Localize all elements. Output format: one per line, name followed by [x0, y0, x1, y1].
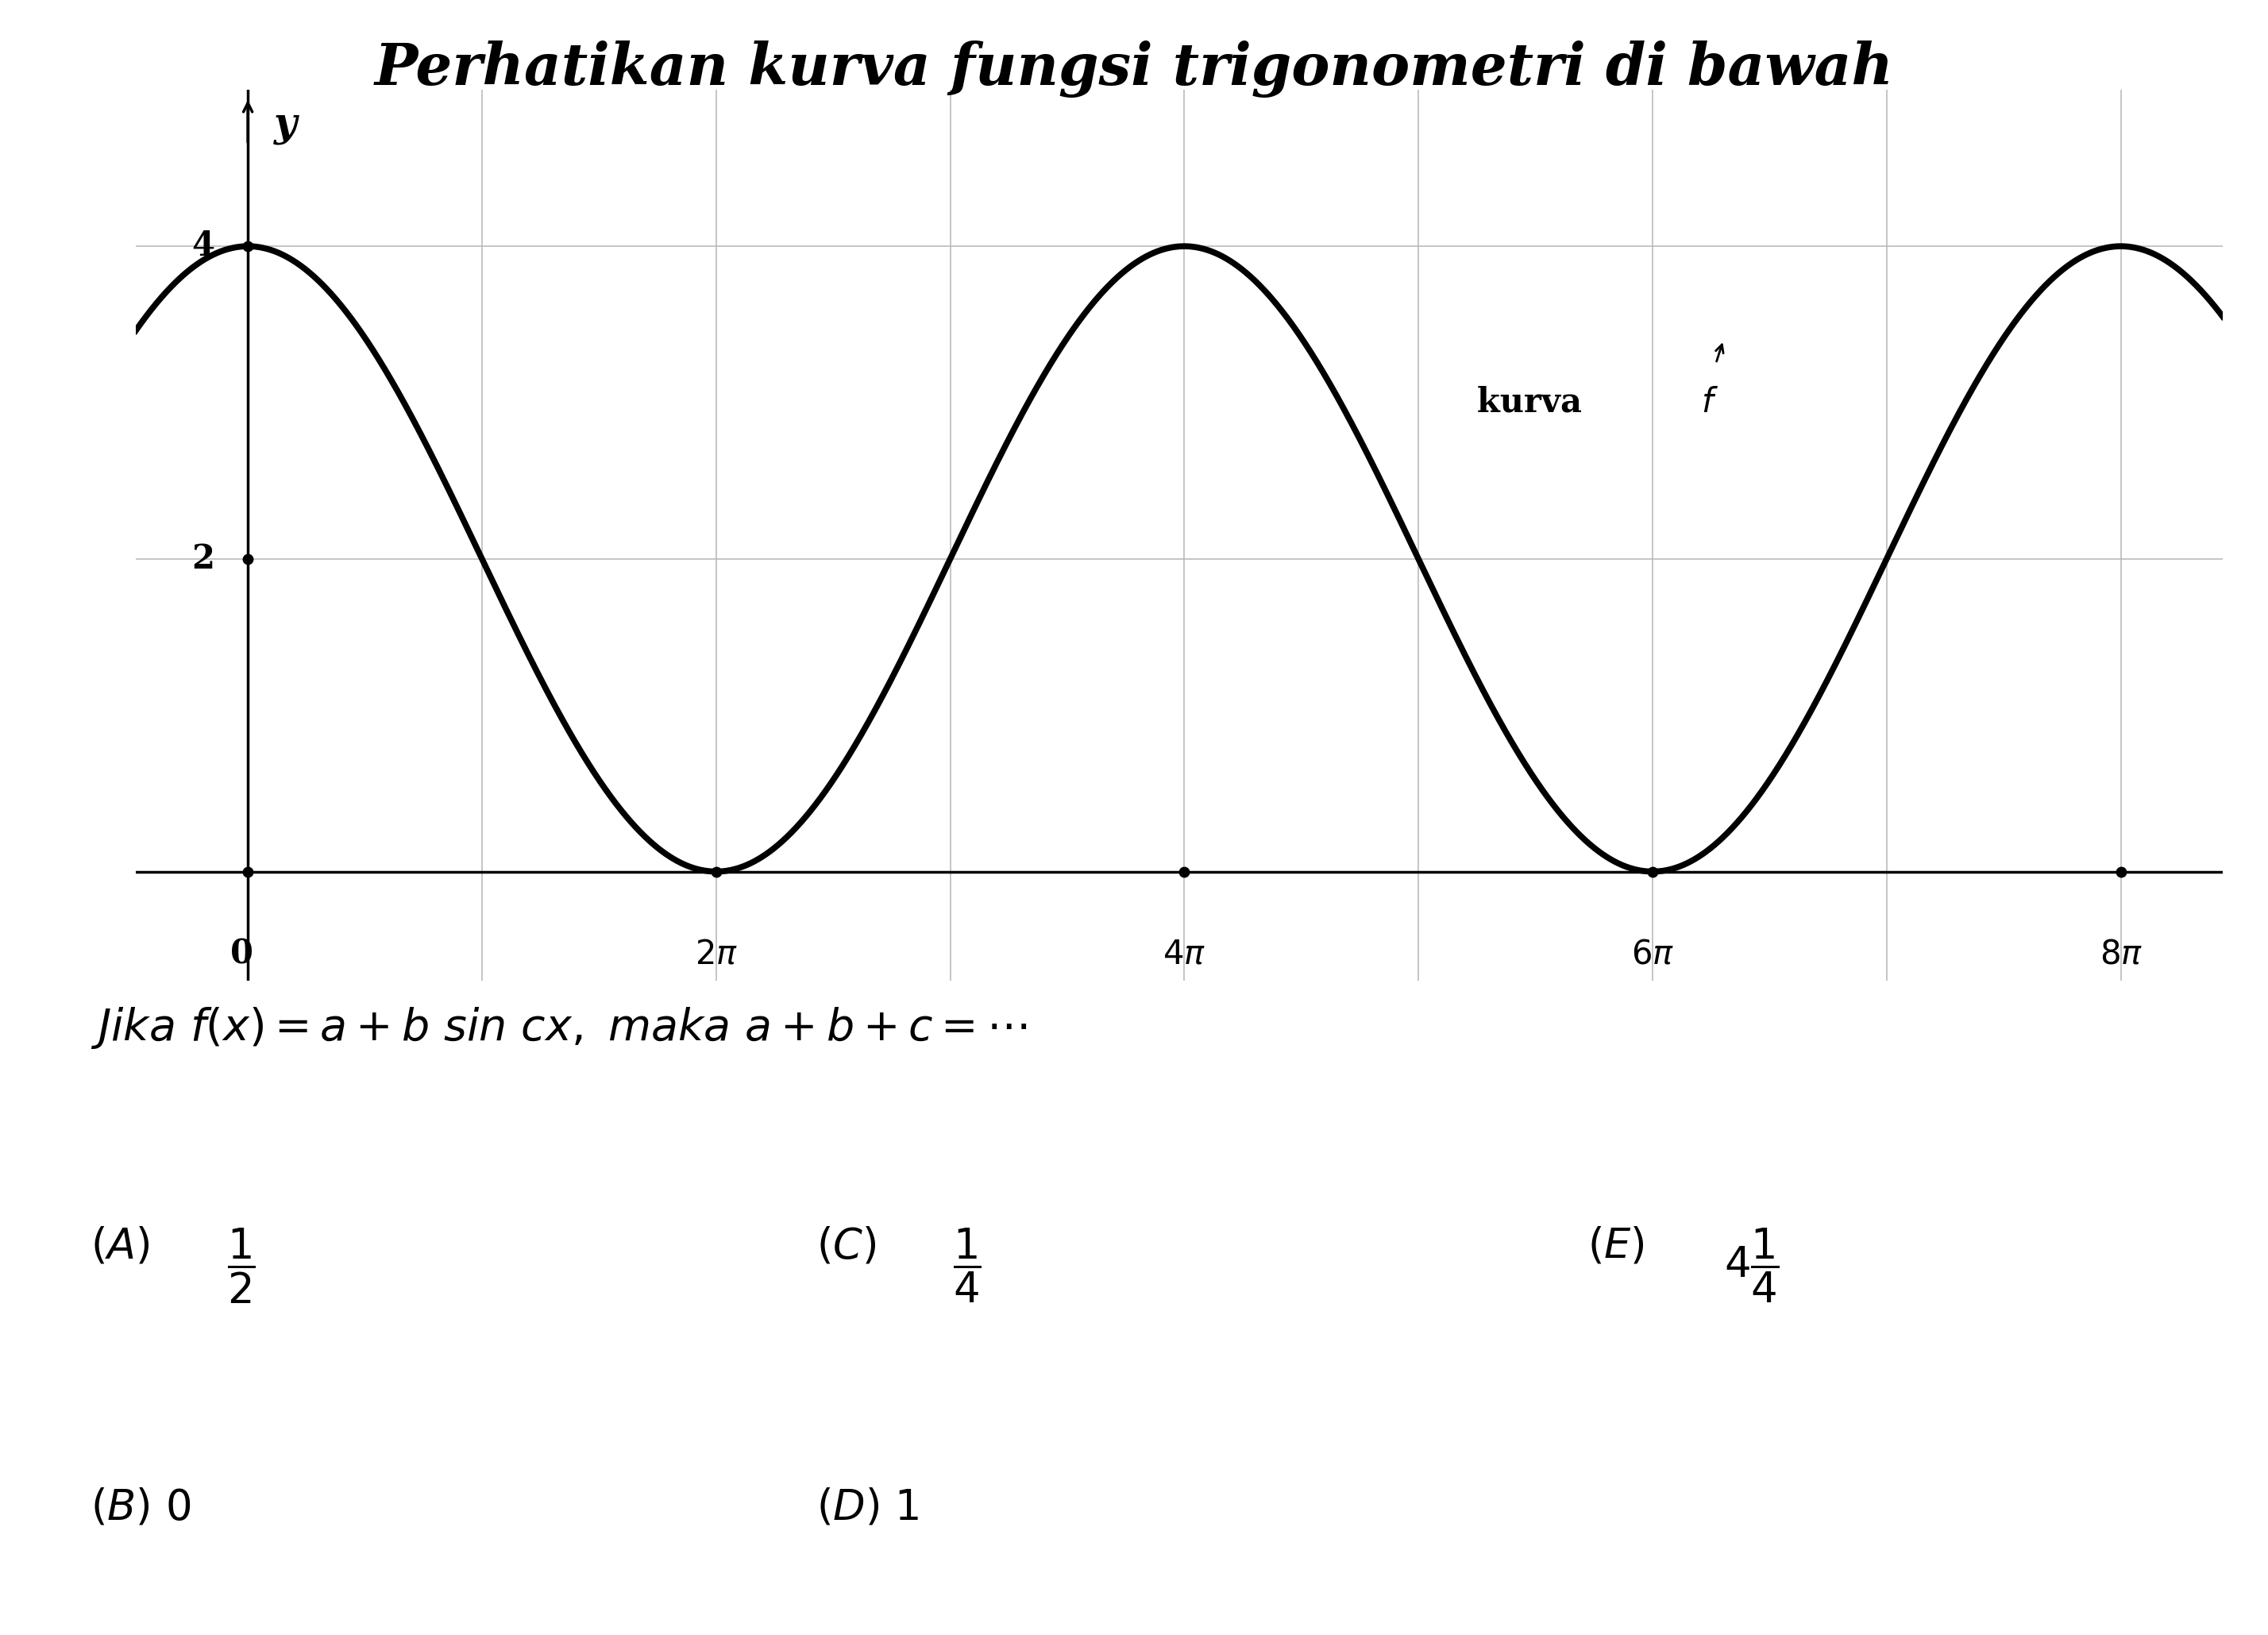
Text: $f$: $f$ — [1701, 386, 1719, 419]
Text: Perhatikan kurva fungsi trigonometri di bawah: Perhatikan kurva fungsi trigonometri di … — [374, 41, 1894, 98]
Text: kurva: kurva — [1476, 386, 1594, 419]
Text: $(E)\ $: $(E)\ $ — [1588, 1226, 1644, 1267]
Text: $(B)\ 0$: $(B)\ 0$ — [91, 1488, 191, 1529]
Text: 2: 2 — [191, 543, 213, 576]
Text: $(C)\ $: $(C)\ $ — [816, 1226, 875, 1267]
Text: $4\dfrac{1}{4}$: $4\dfrac{1}{4}$ — [1724, 1226, 1778, 1305]
Text: $(A)\ $: $(A)\ $ — [91, 1226, 150, 1267]
Text: $\dfrac{1}{4}$: $\dfrac{1}{4}$ — [953, 1226, 980, 1305]
Text: 4: 4 — [191, 229, 213, 263]
Text: 0: 0 — [231, 937, 254, 971]
Text: $2\pi$: $2\pi$ — [694, 937, 737, 971]
Text: $\dfrac{1}{2}$: $\dfrac{1}{2}$ — [227, 1226, 254, 1305]
Text: $Jika\ f(x) = a + b\ sin\ cx,\ maka\ a + b + c = \cdots$: $Jika\ f(x) = a + b\ sin\ cx,\ maka\ a +… — [91, 1006, 1027, 1051]
Text: y: y — [274, 106, 297, 144]
Text: $(D)\ 1$: $(D)\ 1$ — [816, 1488, 919, 1529]
Text: $4\pi$: $4\pi$ — [1163, 937, 1207, 971]
Text: $8\pi$: $8\pi$ — [2100, 937, 2143, 971]
Text: $6\pi$: $6\pi$ — [1631, 937, 1674, 971]
